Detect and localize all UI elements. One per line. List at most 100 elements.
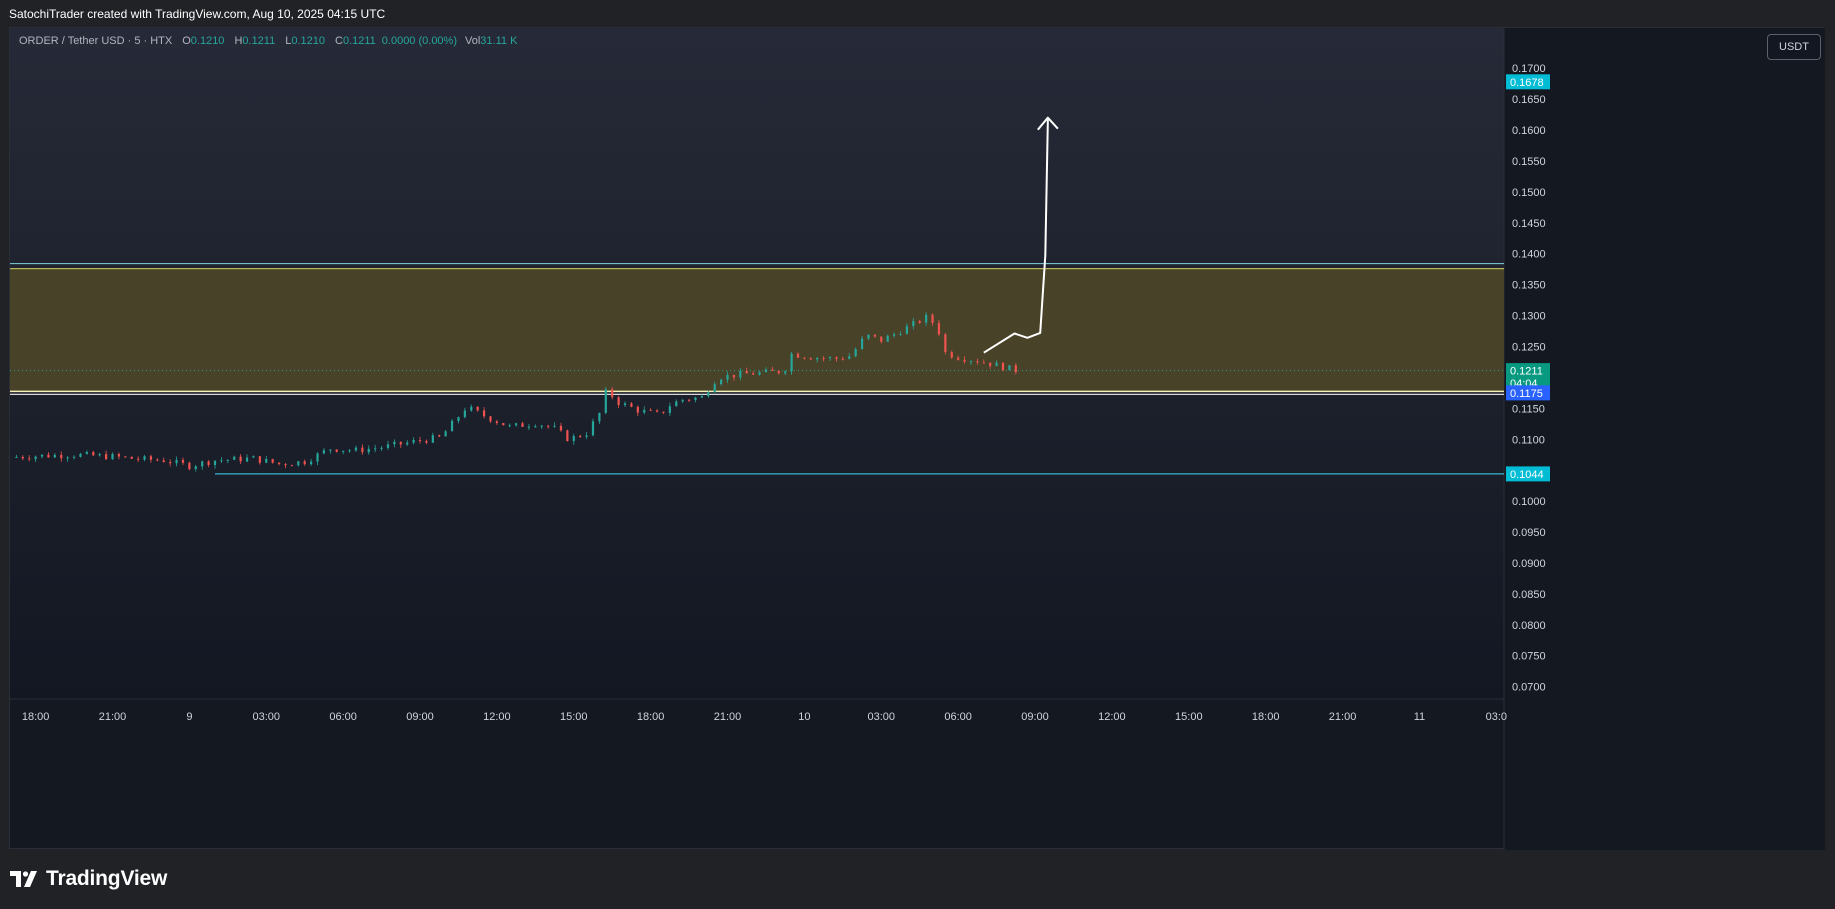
candle[interactable] — [463, 407, 466, 419]
candle[interactable] — [399, 441, 402, 449]
candle[interactable] — [412, 437, 415, 445]
resistance-zone[interactable] — [10, 268, 1504, 392]
candle[interactable] — [162, 457, 165, 463]
candle[interactable] — [899, 331, 902, 336]
candle[interactable] — [245, 454, 249, 463]
candle[interactable] — [335, 449, 338, 453]
candle[interactable] — [976, 358, 979, 365]
candle[interactable] — [995, 360, 998, 367]
candle[interactable] — [104, 450, 108, 461]
candle[interactable] — [342, 450, 345, 455]
candle[interactable] — [931, 313, 934, 326]
candle[interactable] — [892, 332, 896, 338]
candle[interactable] — [181, 457, 185, 465]
candle[interactable] — [40, 454, 44, 459]
candle[interactable] — [85, 450, 88, 455]
tradingview-logo[interactable]: TradingView — [10, 866, 167, 892]
candle[interactable] — [566, 429, 569, 442]
candle[interactable] — [796, 352, 800, 358]
candle[interactable] — [668, 402, 671, 416]
candle[interactable] — [944, 333, 947, 355]
candle[interactable] — [457, 416, 460, 424]
candle[interactable] — [137, 456, 140, 463]
candle[interactable] — [482, 407, 486, 419]
candle[interactable] — [316, 452, 319, 466]
candle[interactable] — [34, 455, 37, 463]
candle[interactable] — [130, 456, 133, 459]
candle[interactable] — [470, 404, 473, 412]
candle[interactable] — [572, 433, 575, 445]
candle[interactable] — [149, 454, 153, 463]
candle[interactable] — [534, 424, 537, 428]
candle[interactable] — [687, 398, 691, 402]
candle[interactable] — [726, 371, 729, 383]
candle[interactable] — [226, 459, 229, 464]
candle[interactable] — [591, 418, 595, 437]
candle[interactable] — [867, 334, 870, 341]
price-axis-label[interactable]: 0.1175 — [1506, 385, 1550, 401]
candle[interactable] — [143, 455, 146, 462]
candle[interactable] — [912, 318, 915, 330]
candle[interactable] — [271, 458, 274, 464]
candle[interactable] — [258, 456, 261, 465]
candle[interactable] — [1008, 365, 1011, 371]
candle[interactable] — [66, 455, 69, 462]
candle[interactable] — [655, 409, 659, 413]
candle[interactable] — [508, 423, 511, 428]
chart-frame[interactable]: 0.1700 0.1650 0.1600 0.1550 0.1500 0.1450 0.14… — [9, 27, 1825, 850]
candle[interactable] — [98, 452, 101, 457]
candle[interactable] — [21, 455, 24, 461]
candle[interactable] — [617, 395, 620, 409]
candle[interactable] — [444, 430, 447, 437]
candle[interactable] — [713, 381, 716, 393]
candle[interactable] — [950, 350, 953, 360]
candle[interactable] — [848, 353, 851, 360]
candle[interactable] — [771, 366, 774, 371]
candle[interactable] — [854, 347, 857, 358]
candle[interactable] — [649, 408, 652, 411]
candle[interactable] — [790, 351, 793, 375]
candle[interactable] — [322, 447, 326, 455]
candle[interactable] — [476, 406, 479, 412]
candle[interactable] — [310, 458, 313, 466]
candle[interactable] — [431, 432, 434, 444]
candle[interactable] — [720, 378, 723, 386]
candle[interactable] — [636, 405, 639, 417]
candle[interactable] — [303, 459, 306, 466]
candle[interactable] — [585, 431, 588, 440]
price-chart[interactable]: 0.1700 0.1650 0.1600 0.1550 0.1500 0.1450 0.14… — [10, 28, 1825, 850]
candle[interactable] — [553, 422, 556, 428]
candle[interactable] — [732, 374, 736, 381]
candle[interactable] — [784, 370, 787, 376]
candle[interactable] — [611, 387, 614, 400]
candle[interactable] — [957, 355, 960, 361]
candle[interactable] — [284, 462, 287, 469]
candle[interactable] — [438, 434, 441, 438]
candle[interactable] — [521, 421, 524, 428]
candle[interactable] — [963, 356, 966, 364]
candle[interactable] — [418, 436, 422, 444]
candle[interactable] — [47, 452, 50, 458]
candle[interactable] — [886, 334, 889, 342]
candle[interactable] — [803, 357, 806, 360]
candle[interactable] — [809, 357, 812, 360]
candle[interactable] — [739, 367, 742, 381]
candle[interactable] — [662, 411, 665, 415]
candle[interactable] — [969, 360, 973, 366]
candle[interactable] — [28, 455, 31, 462]
candle[interactable] — [277, 462, 281, 466]
candle[interactable] — [880, 336, 883, 344]
candle[interactable] — [188, 461, 191, 471]
symbol-name[interactable]: ORDER / Tether USD · 5 · HTX — [19, 35, 173, 47]
candle[interactable] — [348, 448, 351, 453]
candle[interactable] — [643, 406, 646, 415]
candle[interactable] — [290, 464, 293, 467]
candle[interactable] — [252, 455, 255, 458]
candle[interactable] — [207, 460, 210, 468]
candle[interactable] — [117, 452, 121, 460]
candle[interactable] — [1014, 363, 1017, 375]
currency-button[interactable]: USDT — [1767, 34, 1821, 60]
candle[interactable] — [604, 387, 607, 415]
candle[interactable] — [925, 312, 928, 326]
candle[interactable] — [53, 453, 56, 458]
